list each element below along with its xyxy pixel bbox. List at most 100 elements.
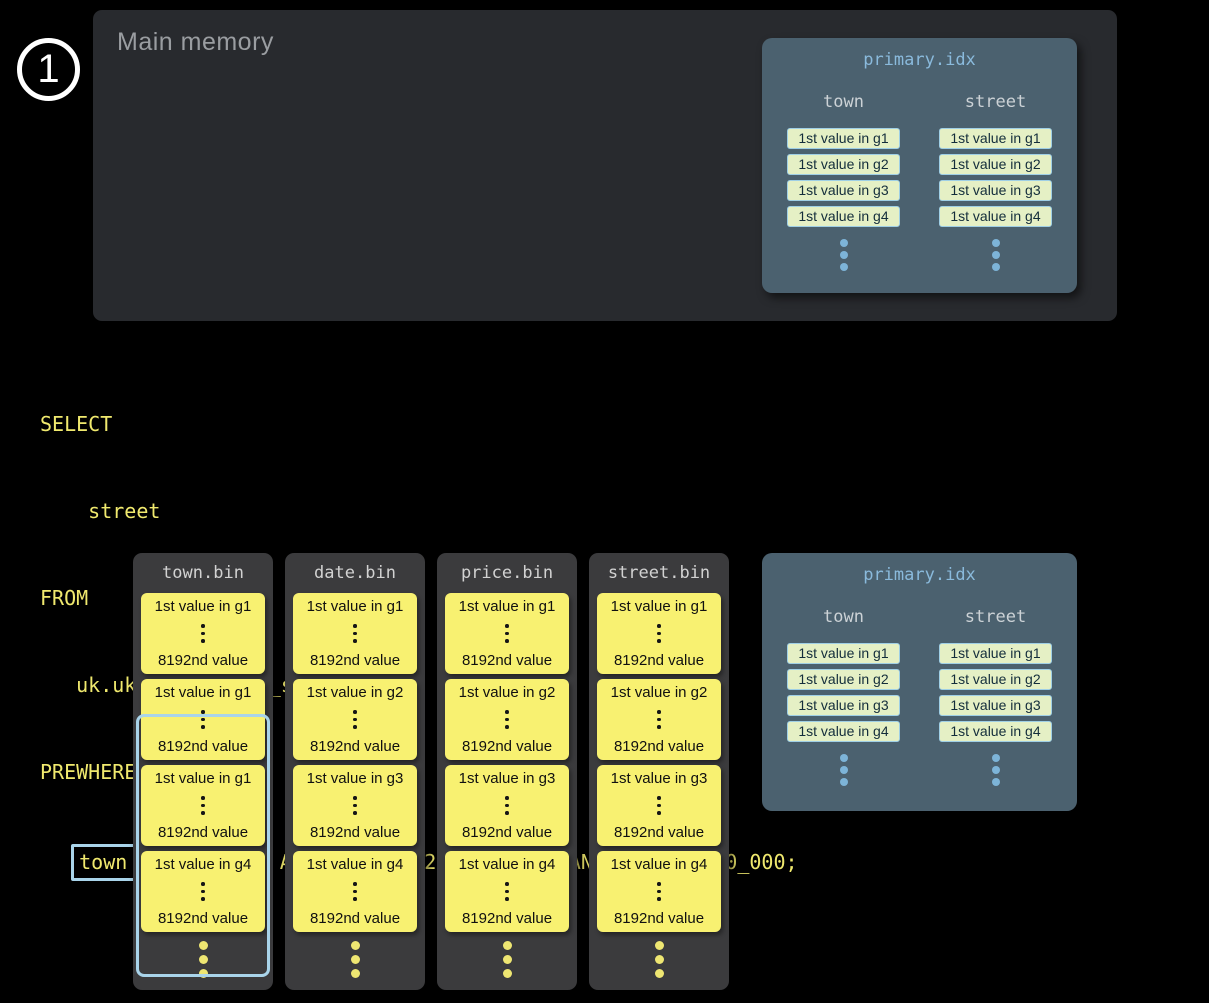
ellipsis-dots: [505, 710, 509, 729]
granule-block: 1st value in g2 8192nd value: [293, 679, 417, 760]
town-index-cells: 1st value in g1 1st value in g2 1st valu…: [787, 128, 900, 227]
granule-list: 1st value in g1 8192nd value 1st value i…: [293, 593, 417, 932]
granule-first-value: 1st value in g1: [306, 598, 404, 615]
primary-idx-columns: town 1st value in g1 1st value in g2 1st…: [787, 607, 1052, 786]
granule-list: 1st value in g1 8192nd value 1st value i…: [445, 593, 569, 932]
ellipsis-dots: [991, 239, 1000, 271]
index-cell: 1st value in g1: [787, 643, 900, 664]
granule-block: 1st value in g2 8192nd value: [445, 679, 569, 760]
granule-block: 1st value in g1 8192nd value: [445, 593, 569, 674]
granule-last-value: 8192nd value: [613, 738, 705, 755]
town-column-header: town: [823, 92, 864, 112]
ellipsis-dots: [353, 624, 357, 643]
ellipsis-dots: [657, 624, 661, 643]
ellipsis-dots: [657, 882, 661, 901]
primary-idx-street-column: street 1st value in g1 1st value in g2 1…: [939, 92, 1052, 271]
ellipsis-dots: [350, 941, 360, 978]
granule-block: 1st value in g4 8192nd value: [445, 851, 569, 932]
granule-last-value: 8192nd value: [309, 824, 401, 841]
ellipsis-dots: [839, 754, 848, 786]
granule-first-value: 1st value in g3: [458, 770, 556, 787]
ellipsis-dots: [991, 754, 1000, 786]
bin-title-street: street.bin: [607, 563, 711, 583]
granule-first-value: 1st value in g2: [306, 684, 404, 701]
primary-idx-town-column: town 1st value in g1 1st value in g2 1st…: [787, 92, 900, 271]
ellipsis-dots: [198, 941, 208, 978]
street-index-cells: 1st value in g1 1st value in g2 1st valu…: [939, 643, 1052, 742]
bin-title-date: date.bin: [314, 563, 396, 583]
ellipsis-dots: [505, 882, 509, 901]
town-column-header: town: [823, 607, 864, 627]
ellipsis-dots: [353, 882, 357, 901]
ellipsis-dots: [201, 710, 205, 729]
bin-panel-price: price.bin 1st value in g1 8192nd value 1…: [437, 553, 577, 990]
bin-title-town: town.bin: [162, 563, 244, 583]
granule-first-value: 1st value in g4: [610, 856, 708, 873]
granule-first-value: 1st value in g1: [154, 598, 252, 615]
town-index-cells: 1st value in g1 1st value in g2 1st valu…: [787, 643, 900, 742]
step-1-badge: 1: [17, 38, 80, 101]
primary-idx-street-column: street 1st value in g1 1st value in g2 1…: [939, 607, 1052, 786]
granule-list: 1st value in g1 8192nd value 1st value i…: [141, 593, 265, 932]
index-cell: 1st value in g3: [787, 695, 900, 716]
granule-last-value: 8192nd value: [157, 824, 249, 841]
bin-panel-town: town.bin 1st value in g1 8192nd value 1s…: [133, 553, 273, 990]
ellipsis-dots: [201, 882, 205, 901]
index-cell: 1st value in g3: [787, 180, 900, 201]
bin-panel-street: street.bin 1st value in g1 8192nd value …: [589, 553, 729, 990]
granule-first-value: 1st value in g4: [154, 856, 252, 873]
ellipsis-dots: [505, 624, 509, 643]
ellipsis-dots: [353, 796, 357, 815]
granule-first-value: 1st value in g1: [610, 598, 708, 615]
index-cell: 1st value in g4: [787, 206, 900, 227]
granule-first-value: 1st value in g1: [154, 684, 252, 701]
sql-select-keyword: SELECT: [40, 412, 113, 436]
granule-last-value: 8192nd value: [309, 652, 401, 669]
street-column-header: street: [964, 92, 1027, 112]
ellipsis-dots: [657, 796, 661, 815]
granule-first-value: 1st value in g3: [306, 770, 404, 787]
granule-last-value: 8192nd value: [157, 738, 249, 755]
granule-block: 1st value in g4 8192nd value: [597, 851, 721, 932]
index-cell: 1st value in g2: [787, 669, 900, 690]
granule-last-value: 8192nd value: [461, 652, 553, 669]
step-number: 1: [37, 47, 60, 91]
granule-block: 1st value in g2 8192nd value: [597, 679, 721, 760]
granule-last-value: 8192nd value: [613, 910, 705, 927]
sql-prewhere-keyword: PREWHERE: [40, 760, 137, 784]
granule-block: 1st value in g1 8192nd value: [293, 593, 417, 674]
granule-list: 1st value in g1 8192nd value 1st value i…: [597, 593, 721, 932]
primary-idx-panel-memory: primary.idx town 1st value in g1 1st val…: [762, 38, 1077, 293]
granule-last-value: 8192nd value: [613, 652, 705, 669]
granule-last-value: 8192nd value: [309, 910, 401, 927]
granule-block: 1st value in g1 8192nd value: [141, 679, 265, 760]
ellipsis-dots: [839, 239, 848, 271]
granule-block: 1st value in g3 8192nd value: [293, 765, 417, 846]
index-cell: 1st value in g4: [939, 721, 1052, 742]
ellipsis-dots: [654, 941, 664, 978]
granule-last-value: 8192nd value: [309, 738, 401, 755]
granule-last-value: 8192nd value: [157, 652, 249, 669]
index-cell: 1st value in g4: [939, 206, 1052, 227]
granule-first-value: 1st value in g4: [306, 856, 404, 873]
index-cell: 1st value in g2: [787, 154, 900, 175]
ellipsis-dots: [505, 796, 509, 815]
main-memory-panel: Main memory primary.idx town 1st value i…: [93, 10, 1117, 321]
granule-last-value: 8192nd value: [461, 738, 553, 755]
granule-last-value: 8192nd value: [461, 824, 553, 841]
ellipsis-dots: [502, 941, 512, 978]
ellipsis-dots: [201, 624, 205, 643]
primary-idx-columns: town 1st value in g1 1st value in g2 1st…: [787, 92, 1052, 271]
index-cell: 1st value in g3: [939, 695, 1052, 716]
granule-first-value: 1st value in g1: [154, 770, 252, 787]
index-cell: 1st value in g2: [939, 154, 1052, 175]
granule-first-value: 1st value in g4: [458, 856, 556, 873]
granule-last-value: 8192nd value: [157, 910, 249, 927]
granule-block: 1st value in g1 8192nd value: [141, 593, 265, 674]
granule-first-value: 1st value in g2: [458, 684, 556, 701]
granule-block: 1st value in g4 8192nd value: [141, 851, 265, 932]
granule-block: 1st value in g3 8192nd value: [445, 765, 569, 846]
ellipsis-dots: [657, 710, 661, 729]
ellipsis-dots: [201, 796, 205, 815]
